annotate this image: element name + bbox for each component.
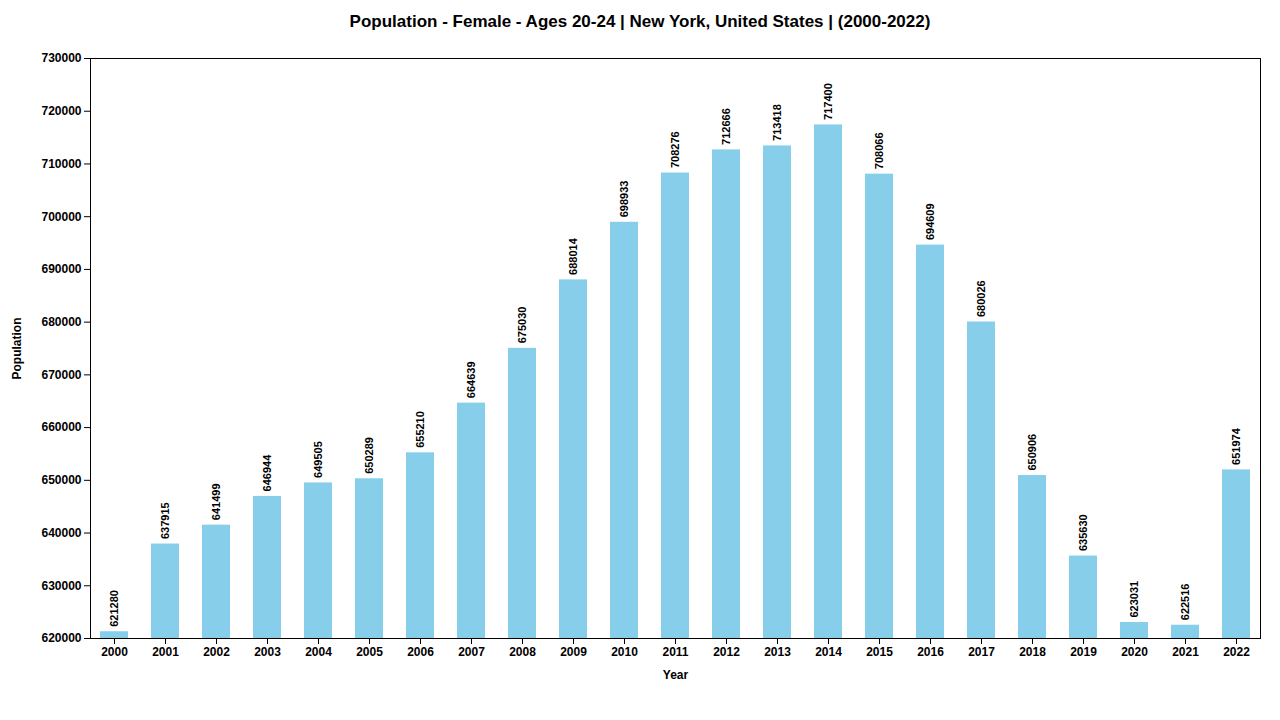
svg-text:2006: 2006 bbox=[407, 645, 434, 659]
svg-text:730000: 730000 bbox=[41, 51, 81, 65]
svg-text:713418: 713418 bbox=[771, 104, 783, 141]
svg-text:650289: 650289 bbox=[363, 437, 375, 474]
svg-text:2020: 2020 bbox=[1121, 645, 1148, 659]
svg-text:710000: 710000 bbox=[41, 157, 81, 171]
svg-text:2008: 2008 bbox=[509, 645, 536, 659]
svg-text:700000: 700000 bbox=[41, 210, 81, 224]
svg-text:2022: 2022 bbox=[1223, 645, 1250, 659]
svg-text:2013: 2013 bbox=[764, 645, 791, 659]
svg-text:2009: 2009 bbox=[560, 645, 587, 659]
svg-text:2010: 2010 bbox=[611, 645, 638, 659]
svg-text:675030: 675030 bbox=[516, 307, 528, 344]
svg-text:2012: 2012 bbox=[713, 645, 740, 659]
svg-text:650000: 650000 bbox=[41, 473, 81, 487]
svg-text:2018: 2018 bbox=[1019, 645, 1046, 659]
svg-text:2011: 2011 bbox=[662, 645, 688, 659]
svg-text:664639: 664639 bbox=[465, 361, 477, 398]
svg-text:660000: 660000 bbox=[41, 420, 81, 434]
svg-text:2003: 2003 bbox=[254, 645, 281, 659]
svg-text:2002: 2002 bbox=[203, 645, 230, 659]
html-text:Population - Female - Ages 20-: Population - Female - Ages 20-24 | New Y… bbox=[349, 12, 931, 31]
svg-text:630000: 630000 bbox=[41, 579, 81, 593]
svg-text:690000: 690000 bbox=[41, 262, 81, 276]
svg-text:2005: 2005 bbox=[356, 645, 383, 659]
svg-text:Population: Population bbox=[10, 318, 24, 380]
svg-text:708276: 708276 bbox=[669, 131, 681, 168]
svg-text:688014: 688014 bbox=[567, 237, 579, 275]
svg-text:2014: 2014 bbox=[815, 645, 842, 659]
svg-text:2015: 2015 bbox=[866, 645, 893, 659]
svg-text:650906: 650906 bbox=[1026, 434, 1038, 471]
svg-text:2019: 2019 bbox=[1070, 645, 1097, 659]
svg-text:2007: 2007 bbox=[458, 645, 485, 659]
svg-text:640000: 640000 bbox=[41, 526, 81, 540]
svg-text:620000: 620000 bbox=[41, 631, 81, 645]
svg-text:646944: 646944 bbox=[261, 454, 273, 492]
svg-text:2017: 2017 bbox=[968, 645, 995, 659]
svg-text:680000: 680000 bbox=[41, 315, 81, 329]
svg-text:698933: 698933 bbox=[618, 181, 630, 218]
svg-text:635630: 635630 bbox=[1077, 514, 1089, 551]
svg-text:694609: 694609 bbox=[924, 203, 936, 240]
svg-text:720000: 720000 bbox=[41, 104, 81, 118]
svg-text:623031: 623031 bbox=[1128, 581, 1140, 618]
svg-text:649505: 649505 bbox=[312, 441, 324, 478]
svg-text:712666: 712666 bbox=[720, 108, 732, 145]
svg-text:655210: 655210 bbox=[414, 411, 426, 448]
svg-text:622516: 622516 bbox=[1179, 584, 1191, 621]
svg-text:621280: 621280 bbox=[108, 590, 120, 627]
svg-text:2000: 2000 bbox=[101, 645, 128, 659]
svg-text:2016: 2016 bbox=[917, 645, 944, 659]
svg-text:641499: 641499 bbox=[210, 483, 222, 520]
svg-text:680026: 680026 bbox=[975, 280, 987, 317]
svg-text:670000: 670000 bbox=[41, 368, 81, 382]
svg-text:637915: 637915 bbox=[159, 502, 171, 539]
svg-text:2021: 2021 bbox=[1172, 645, 1199, 659]
svg-text:708066: 708066 bbox=[873, 132, 885, 169]
svg-text:2001: 2001 bbox=[152, 645, 179, 659]
svg-text:717400: 717400 bbox=[822, 83, 834, 120]
svg-text:651974: 651974 bbox=[1230, 427, 1242, 465]
svg-text:2004: 2004 bbox=[305, 645, 332, 659]
svg-text:Year: Year bbox=[663, 668, 689, 682]
